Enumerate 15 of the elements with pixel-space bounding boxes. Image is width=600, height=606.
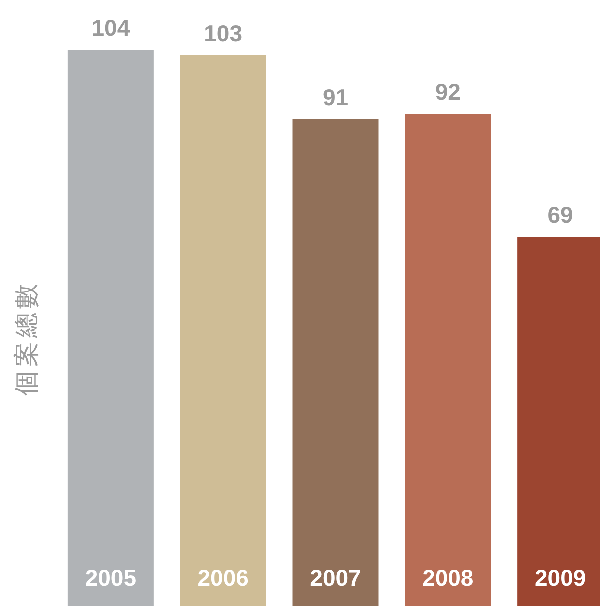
x-tick-label: 2005 bbox=[85, 565, 137, 591]
data-label: 103 bbox=[204, 20, 243, 46]
data-label: 91 bbox=[322, 84, 349, 110]
x-tick-label: 2007 bbox=[310, 565, 362, 591]
data-label: 69 bbox=[548, 202, 574, 228]
data-label: 92 bbox=[435, 79, 461, 106]
bar bbox=[68, 50, 154, 606]
x-tick-label: 2009 bbox=[534, 565, 586, 591]
x-tick-label: 2006 bbox=[198, 565, 249, 591]
x-tick-label: 2008 bbox=[422, 565, 474, 591]
bar bbox=[405, 114, 492, 606]
bar bbox=[292, 120, 379, 606]
bar bbox=[180, 55, 266, 606]
y-axis-title: 個案總數 bbox=[13, 280, 41, 396]
data-label: 104 bbox=[92, 15, 130, 41]
